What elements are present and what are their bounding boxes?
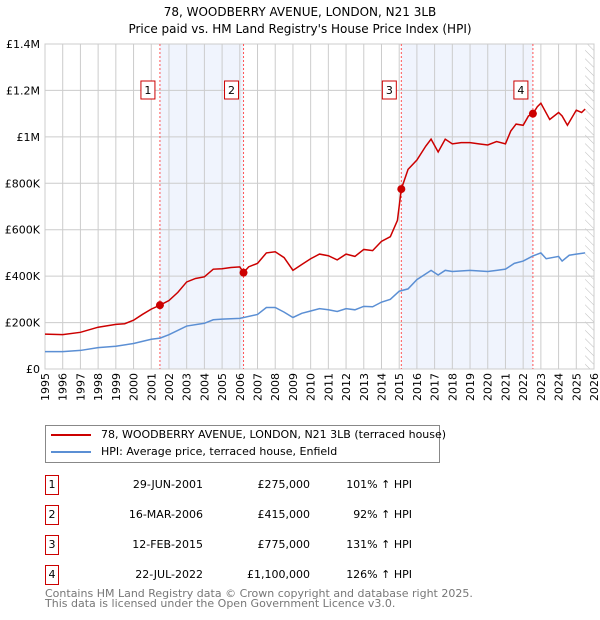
sale-number: 3 (45, 535, 59, 555)
sale-price: £1,100,000 (247, 568, 310, 581)
legend-label: 78, WOODBERRY AVENUE, LONDON, N21 3LB (t… (101, 428, 447, 441)
sale-label-box (224, 80, 240, 100)
x-tick-label: 2010 (305, 373, 318, 401)
x-tick-label: 2008 (269, 373, 282, 401)
sale-price: £775,000 (257, 538, 311, 551)
y-tick-label: £1.2M (6, 84, 40, 97)
x-tick-label: 2018 (446, 373, 459, 401)
x-tick-label: 1996 (57, 373, 70, 401)
sale-label: 2 (228, 84, 235, 97)
sale-hpi-change: 92% ↑ HPI (353, 508, 412, 521)
y-tick-label: £1.4M (6, 38, 40, 51)
x-tick-label: 1998 (92, 373, 105, 401)
x-tick-label: 1997 (74, 373, 87, 401)
sale-hpi-change: 101% ↑ HPI (346, 478, 412, 491)
sale-row: 4 22-JUL-2022 £1,100,000 126% ↑ HPI (45, 565, 465, 585)
sale-label-box (513, 80, 529, 100)
x-tick-label: 2019 (464, 373, 477, 401)
sale-number: 1 (45, 475, 59, 495)
chart-title: 78, WOODBERRY AVENUE, LONDON, N21 3LB (164, 5, 437, 19)
x-tick-label: 2002 (163, 373, 176, 401)
x-tick-label: 2021 (499, 373, 512, 401)
x-tick-label: 2012 (340, 373, 353, 401)
x-tick-label: 2016 (411, 373, 424, 401)
sale-price: £275,000 (257, 478, 311, 491)
x-tick-label: 2025 (570, 373, 583, 401)
y-tick-label: £200K (5, 317, 41, 330)
sale-row: 3 12-FEB-2015 £775,000 131% ↑ HPI (45, 535, 465, 555)
x-tick-label: 1995 (39, 373, 52, 401)
y-tick-label: £600K (5, 224, 41, 237)
x-tick-label: 2014 (375, 373, 388, 401)
sale-label: 4 (517, 84, 524, 97)
x-tick-label: 2004 (198, 373, 211, 401)
sale-point (528, 109, 537, 118)
chart-subtitle: Price paid vs. HM Land Registry's House … (128, 22, 471, 36)
sale-point (155, 301, 164, 310)
sale-date: 29-JUN-2001 (132, 478, 203, 491)
hpi-line (45, 252, 586, 353)
x-tick-label: 2011 (322, 373, 335, 401)
x-tick-label: 2001 (145, 373, 158, 401)
sale-date: 22-JUL-2022 (135, 568, 203, 581)
y-tick-label: £1M (17, 131, 41, 144)
x-tick-label: 2023 (535, 373, 548, 401)
x-tick-label: 2015 (393, 373, 406, 401)
x-tick-label: 2005 (216, 373, 229, 401)
sale-price: £415,000 (257, 508, 311, 521)
x-tick-label: 2020 (482, 373, 495, 401)
x-tick-label: 2006 (234, 373, 247, 401)
x-tick-label: 2007 (252, 373, 265, 401)
footer-line: This data is licensed under the Open Gov… (45, 597, 396, 610)
x-tick-label: 2013 (358, 373, 371, 401)
legend-label: HPI: Average price, terraced house, Enfi… (101, 445, 338, 458)
y-tick-label: £0 (26, 363, 40, 376)
sale-point (239, 268, 248, 277)
x-tick-label: 1999 (110, 373, 123, 401)
sale-date: 12-FEB-2015 (132, 538, 203, 551)
y-tick-label: £800K (5, 177, 41, 190)
sale-label-box (381, 80, 397, 100)
sale-date: 16-MAR-2006 (128, 508, 203, 521)
sale-number: 4 (45, 565, 59, 585)
sale-row: 2 16-MAR-2006 £415,000 92% ↑ HPI (45, 505, 465, 525)
legend: 78, WOODBERRY AVENUE, LONDON, N21 3LB (t… (45, 425, 446, 463)
x-tick-label: 2022 (517, 373, 530, 401)
sale-hpi-change: 126% ↑ HPI (346, 568, 412, 581)
shaded-span (401, 44, 533, 369)
property-price-line (44, 101, 586, 336)
x-tick-label: 2026 (588, 373, 600, 401)
sale-label-box (140, 80, 156, 100)
sale-row: 1 29-JUN-2001 £275,000 101% ↑ HPI (45, 475, 465, 495)
x-tick-label: 2009 (287, 373, 300, 401)
sale-label: 3 (386, 84, 393, 97)
sale-hpi-change: 131% ↑ HPI (346, 538, 412, 551)
price-chart: 78, WOODBERRY AVENUE, LONDON, N21 3LB Pr… (5, 5, 600, 401)
sale-point (397, 185, 406, 194)
footer-line: Contains HM Land Registry data © Crown c… (45, 587, 473, 600)
footer: Contains HM Land Registry data © Crown c… (45, 587, 473, 610)
x-tick-label: 2017 (429, 373, 442, 401)
y-tick-label: £400K (5, 270, 41, 283)
plot-frame (44, 43, 595, 370)
x-tick-label: 2000 (128, 373, 141, 401)
forecast-hatch (585, 44, 594, 369)
sale-number: 2 (45, 505, 59, 525)
x-tick-label: 2003 (181, 373, 194, 401)
sale-label: 1 (144, 84, 151, 97)
x-tick-label: 2024 (553, 373, 566, 401)
